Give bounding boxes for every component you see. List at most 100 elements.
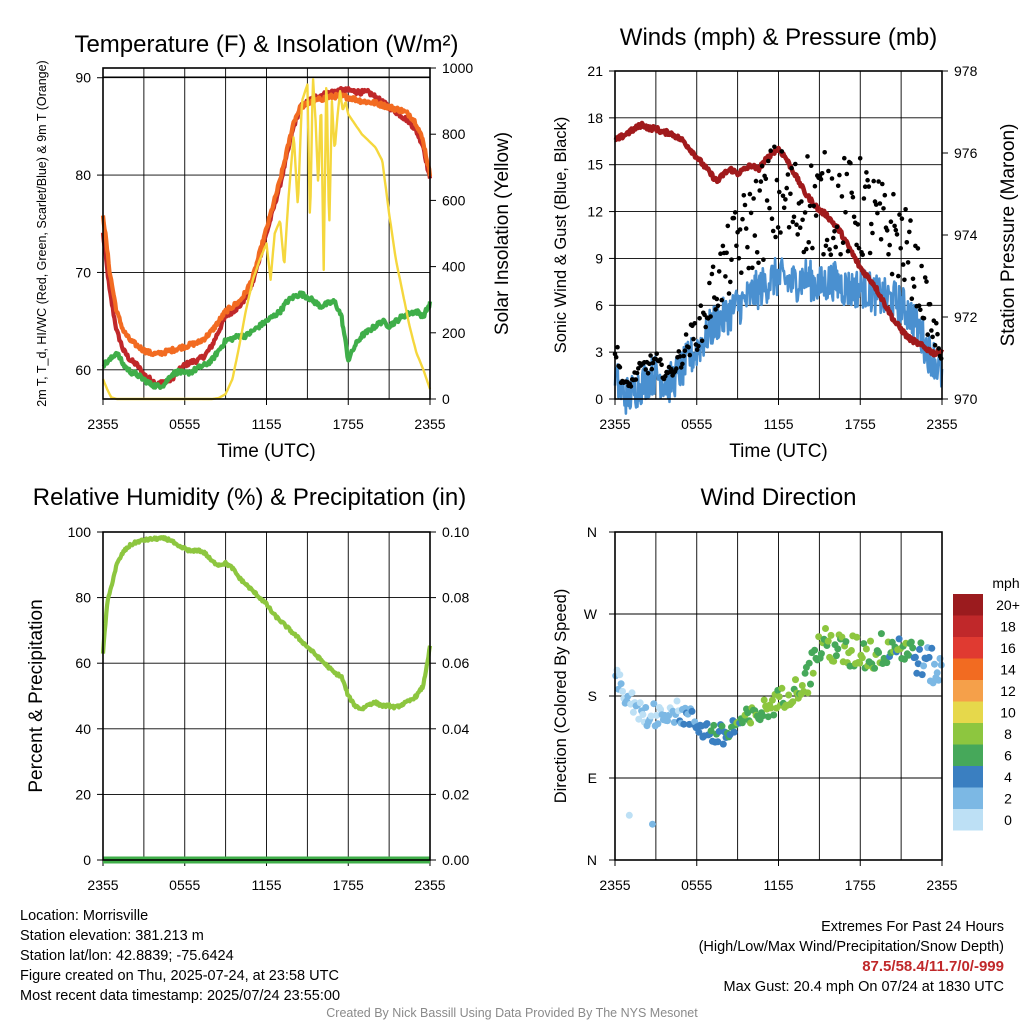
direction-point bbox=[616, 671, 624, 679]
gust-point bbox=[903, 207, 908, 212]
gust-point bbox=[819, 171, 825, 176]
gust-point bbox=[770, 228, 776, 234]
plot-border bbox=[102, 67, 431, 400]
direction-point bbox=[798, 682, 806, 689]
legend-label: 4 bbox=[1004, 769, 1012, 785]
legend-swatch bbox=[953, 637, 983, 659]
direction-point bbox=[636, 699, 644, 707]
gust-point bbox=[729, 257, 734, 263]
temperature-series-line bbox=[100, 91, 433, 358]
gust-point bbox=[699, 338, 705, 344]
y-axis-label: Direction (Colored By Speed) bbox=[552, 589, 570, 804]
direction-point bbox=[847, 647, 855, 654]
gust-point bbox=[686, 345, 691, 350]
gust-point bbox=[823, 243, 829, 249]
y-tick-label-right: 0 bbox=[442, 391, 450, 407]
gust-point bbox=[719, 297, 724, 303]
direction-point bbox=[935, 676, 943, 684]
gust-point bbox=[683, 332, 689, 337]
y-tick-label-right: 200 bbox=[442, 325, 466, 341]
direction-point bbox=[617, 680, 625, 688]
gust-point bbox=[758, 179, 764, 184]
y-tick-label: 60 bbox=[75, 655, 91, 671]
gust-point bbox=[678, 365, 684, 370]
gust-point bbox=[692, 321, 697, 326]
gust-point bbox=[851, 214, 857, 220]
gust-point bbox=[877, 201, 883, 206]
direction-point bbox=[832, 652, 840, 660]
gust-point bbox=[697, 316, 702, 321]
gust-point bbox=[728, 279, 733, 285]
gust-point bbox=[714, 296, 720, 302]
gust-point bbox=[785, 172, 791, 177]
y-tick-label: E bbox=[588, 770, 597, 786]
direction-point bbox=[619, 687, 626, 695]
gust-point bbox=[780, 193, 786, 199]
direction-point bbox=[877, 630, 885, 638]
direction-point bbox=[664, 717, 671, 725]
legend-label: 2 bbox=[1004, 791, 1012, 807]
gust-point bbox=[843, 210, 848, 215]
pressure-line bbox=[613, 120, 945, 358]
gust-point bbox=[921, 316, 927, 321]
x-axis-label: Time (UTC) bbox=[217, 441, 316, 462]
gust-point bbox=[867, 250, 873, 256]
legend-title: mph bbox=[992, 575, 1019, 591]
gust-point bbox=[795, 232, 800, 237]
gust-point bbox=[774, 177, 780, 183]
direction-point bbox=[914, 660, 922, 668]
direction-point bbox=[650, 700, 658, 708]
gust-point bbox=[870, 230, 875, 236]
gust-point bbox=[793, 161, 798, 167]
gust-point bbox=[739, 270, 744, 276]
gust-point bbox=[753, 178, 759, 184]
gust-point bbox=[645, 371, 651, 376]
gust-point bbox=[876, 179, 881, 184]
x-tick-label: 1155 bbox=[251, 877, 281, 893]
y-tick-label-right: 600 bbox=[442, 192, 466, 208]
direction-point bbox=[809, 669, 817, 677]
legend-label: 10 bbox=[1000, 705, 1016, 721]
gust-point bbox=[786, 225, 792, 230]
x-tick-label: 1755 bbox=[845, 877, 876, 893]
gust-point bbox=[800, 217, 805, 223]
gust-point bbox=[698, 303, 704, 309]
gust-point bbox=[677, 354, 683, 359]
direction-point bbox=[785, 691, 793, 699]
direction-point bbox=[718, 722, 726, 730]
plot-border bbox=[102, 531, 431, 861]
direction-point bbox=[805, 659, 813, 667]
y-tick-label-right: 400 bbox=[442, 259, 466, 275]
direction-point bbox=[916, 645, 923, 653]
gust-point bbox=[873, 202, 879, 207]
y-axis-label-right: Station Pressure (Maroon) bbox=[998, 124, 1019, 347]
gust-point bbox=[826, 168, 831, 174]
direction-point bbox=[703, 720, 711, 728]
legend-swatch bbox=[953, 594, 983, 616]
legend-swatch bbox=[953, 680, 983, 702]
x-tick-label: 0555 bbox=[681, 877, 712, 893]
y-tick-label: 21 bbox=[587, 63, 603, 79]
panel-winds: 2355 0555 1155 1755 2355 0 3 6 9 12 15 18 21 970 972 97… bbox=[552, 24, 1019, 462]
legend-label: 14 bbox=[1000, 662, 1016, 678]
gust-point bbox=[907, 229, 912, 235]
gust-point bbox=[788, 191, 793, 197]
direction-point bbox=[933, 669, 941, 677]
gust-point bbox=[924, 279, 929, 284]
gust-point bbox=[880, 181, 885, 187]
gust-point bbox=[878, 237, 884, 242]
gust-point bbox=[649, 366, 655, 372]
x-tick-label: 2355 bbox=[87, 877, 118, 893]
gust-point bbox=[866, 184, 872, 189]
gust-point bbox=[691, 336, 696, 342]
legend-swatch bbox=[953, 809, 983, 831]
direction-point bbox=[710, 721, 718, 729]
gust-point bbox=[834, 224, 840, 230]
direction-point bbox=[824, 637, 832, 645]
gust-point bbox=[842, 155, 847, 161]
chart-title: Relative Humidity (%) & Precipitation (i… bbox=[33, 484, 466, 511]
legend-label: 6 bbox=[1004, 748, 1012, 764]
gust-point bbox=[864, 170, 869, 175]
gust-point bbox=[919, 263, 924, 269]
